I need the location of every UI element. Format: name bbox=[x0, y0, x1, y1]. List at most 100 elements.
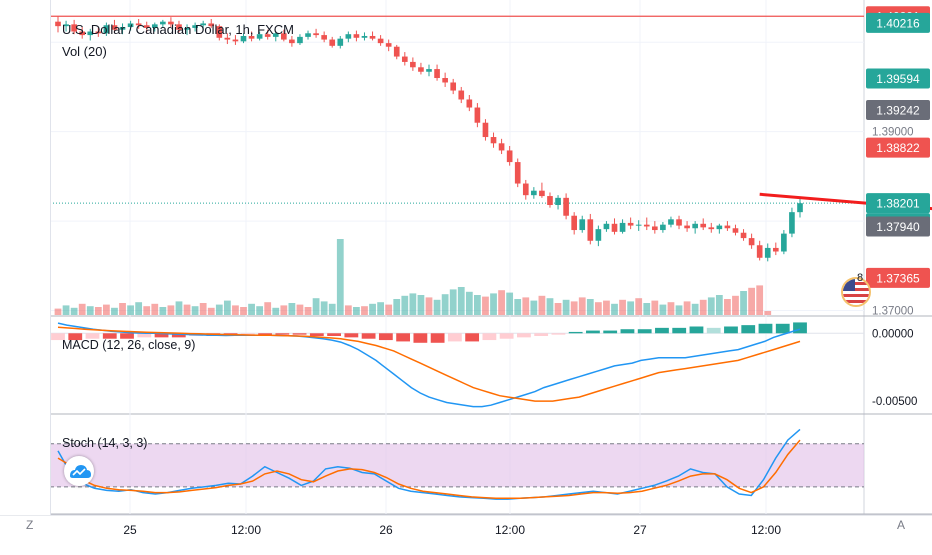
volume-bar bbox=[627, 301, 635, 315]
candle-body bbox=[410, 61, 416, 68]
volume-bar bbox=[103, 304, 110, 315]
candle-body bbox=[281, 33, 287, 40]
candle-body bbox=[127, 23, 134, 28]
macd-histogram-bar bbox=[482, 333, 497, 341]
zoom-button-left[interactable]: Z bbox=[26, 518, 34, 532]
volume-bar bbox=[659, 304, 667, 315]
volume-bar bbox=[530, 300, 538, 315]
volume-bar bbox=[619, 299, 626, 315]
candle-body bbox=[224, 37, 231, 40]
volume-bar bbox=[232, 305, 239, 315]
stoch-d-line bbox=[57, 439, 801, 500]
macd-axis-tick: -0.00500 bbox=[872, 396, 917, 408]
volume-bar bbox=[54, 308, 62, 315]
candle-body bbox=[756, 245, 763, 258]
macd-legend[interactable]: MACD (12, 26, close, 9) bbox=[62, 338, 196, 352]
candle-body bbox=[143, 25, 150, 28]
price-axis-tick: 1.39000 bbox=[872, 127, 914, 139]
volume-bar bbox=[62, 305, 70, 315]
volume-bar bbox=[320, 301, 328, 315]
volume-bar bbox=[635, 298, 643, 315]
us-flag-icon[interactable] bbox=[841, 277, 871, 307]
stoch-legend[interactable]: Stoch (14, 3, 3) bbox=[62, 436, 148, 450]
volume-bar bbox=[546, 298, 554, 315]
macd-histogram-bar bbox=[120, 333, 134, 339]
volume-bar bbox=[183, 304, 191, 315]
stoch-band bbox=[50, 443, 864, 487]
macd-histogram-bar bbox=[137, 333, 152, 338]
volume-bar bbox=[256, 306, 264, 315]
macd-histogram-bar bbox=[378, 333, 393, 341]
candle-body bbox=[216, 26, 223, 38]
candle-body bbox=[660, 224, 666, 231]
macd-histogram-bar bbox=[361, 333, 376, 339]
macd-histogram-bar bbox=[793, 322, 807, 334]
volume-bar bbox=[506, 292, 514, 315]
candle-body bbox=[361, 35, 368, 38]
candle-body bbox=[176, 24, 182, 30]
candle-body bbox=[539, 190, 545, 197]
volume-bar bbox=[175, 301, 183, 315]
candle-body bbox=[111, 25, 118, 30]
volume-legend[interactable]: Vol (20) bbox=[62, 44, 107, 59]
candle-body bbox=[264, 34, 271, 37]
time-axis-label: 25 bbox=[123, 523, 137, 537]
candle-body bbox=[393, 46, 400, 57]
candle-body bbox=[684, 225, 690, 229]
candle-body bbox=[627, 222, 634, 226]
signal-line bbox=[57, 326, 801, 402]
volume-bar bbox=[336, 239, 344, 315]
candle-body bbox=[426, 69, 432, 72]
volume-bar bbox=[651, 300, 659, 315]
volume-bar bbox=[296, 304, 304, 315]
candle-body bbox=[151, 24, 158, 28]
volume-bar bbox=[611, 303, 618, 315]
volume-bar bbox=[433, 299, 441, 315]
price-label-text: 1.40216 bbox=[876, 16, 920, 30]
macd-axis-tick: 0.00000 bbox=[872, 328, 914, 340]
macd-histogram-bar bbox=[309, 333, 324, 336]
candle-body bbox=[643, 224, 650, 227]
volume-bar bbox=[756, 285, 764, 315]
candle-body bbox=[781, 233, 787, 252]
candle-body bbox=[522, 183, 529, 196]
volume-bar bbox=[78, 303, 86, 315]
auto-scale-button[interactable]: A bbox=[897, 518, 906, 532]
volume-bar bbox=[143, 306, 151, 315]
time-axis-label: 12:00 bbox=[751, 523, 781, 537]
price-label-badge bbox=[866, 12, 930, 33]
candle-body bbox=[418, 67, 424, 72]
price-label-badge bbox=[866, 193, 930, 214]
volume-bar bbox=[699, 299, 707, 315]
macd-histogram-bar bbox=[620, 329, 635, 334]
macd-histogram-bar bbox=[534, 333, 549, 336]
candle-body bbox=[458, 90, 465, 100]
time-axis-label: 27 bbox=[633, 523, 647, 537]
candle-body bbox=[603, 223, 610, 230]
macd-histogram-bar bbox=[240, 333, 255, 335]
candle-body bbox=[555, 197, 561, 206]
symbol-title[interactable]: U.S. Dollar / Canadian Dollar, 1h, FXCM bbox=[62, 22, 294, 37]
volume-bar bbox=[70, 307, 78, 315]
candle-body bbox=[184, 27, 190, 30]
volume-bar bbox=[707, 297, 715, 315]
macd-histogram-bar bbox=[171, 333, 186, 338]
candle-body bbox=[797, 203, 803, 213]
candle-body bbox=[700, 223, 707, 228]
volume-bar bbox=[603, 300, 610, 315]
candle-body bbox=[208, 23, 215, 27]
candle-body bbox=[595, 229, 602, 241]
candle-body bbox=[490, 137, 497, 144]
volume-bar bbox=[465, 291, 473, 315]
trendline bbox=[759, 192, 932, 211]
volume-bar bbox=[474, 295, 481, 315]
volume-bar bbox=[191, 306, 199, 315]
macd-histogram-bar bbox=[603, 330, 618, 334]
volume-bar bbox=[498, 290, 505, 315]
volume-bar bbox=[369, 303, 376, 315]
tradingview-logo-icon[interactable] bbox=[64, 456, 94, 486]
candle-body bbox=[579, 219, 586, 231]
volume-bar bbox=[86, 306, 94, 315]
candle-body bbox=[329, 39, 336, 46]
